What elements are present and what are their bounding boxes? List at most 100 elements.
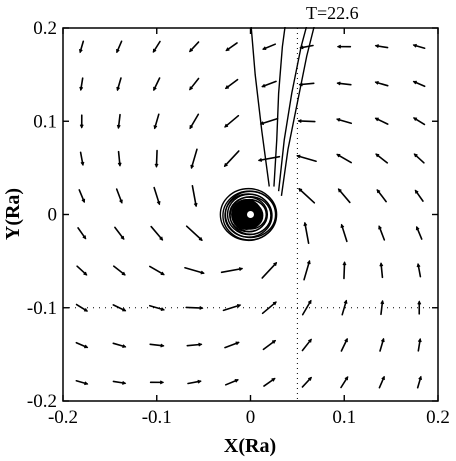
arrow-head xyxy=(378,225,382,230)
velocity-arrow xyxy=(304,222,310,245)
velocity-arrow xyxy=(117,113,121,129)
arrow-head xyxy=(262,46,267,51)
velocity-arrow xyxy=(261,301,277,315)
velocity-arrow xyxy=(341,300,348,316)
velocity-arrow xyxy=(417,338,421,352)
arrow-head xyxy=(83,271,88,276)
arrow-head xyxy=(415,226,420,231)
velocity-arrow xyxy=(299,44,314,49)
arrow-head xyxy=(122,307,127,312)
velocity-arrow xyxy=(153,113,160,129)
y-tick-label: 0 xyxy=(48,205,58,226)
velocity-arrow xyxy=(413,153,425,164)
arrow-head xyxy=(197,379,202,384)
velocity-arrow xyxy=(336,118,353,125)
dotted-guides xyxy=(63,28,438,401)
arrow-head xyxy=(160,307,165,311)
arrow-head xyxy=(198,342,203,347)
velocity-arrow xyxy=(155,149,158,168)
arrow-head xyxy=(152,48,157,53)
arrow-head xyxy=(159,236,164,241)
y-tick-label: -0.2 xyxy=(27,391,57,412)
arrow-head xyxy=(236,303,242,308)
arrow-head xyxy=(199,305,204,310)
arrow-head xyxy=(198,237,203,241)
velocity-arrow xyxy=(297,120,316,123)
arrow-head xyxy=(374,117,379,122)
y-tick-label: 0.1 xyxy=(33,111,57,132)
arrow-head xyxy=(414,189,419,194)
arrow-head xyxy=(200,270,205,275)
velocity-arrow xyxy=(343,261,346,280)
arrow-head xyxy=(117,162,122,167)
velocity-arrow xyxy=(225,78,239,90)
velocity-arrow xyxy=(261,262,278,279)
arrow-head xyxy=(84,381,89,386)
arrow-head xyxy=(337,188,342,193)
arrow-head xyxy=(374,80,379,85)
arrow-head xyxy=(84,344,89,349)
arrow-head xyxy=(342,261,347,266)
velocity-arrow xyxy=(116,40,123,53)
velocity-arrow xyxy=(77,227,87,240)
y-axis-label: Y(Ra) xyxy=(2,188,24,240)
velocity-arrow xyxy=(184,266,205,274)
arrow-head xyxy=(376,189,381,194)
arrow-head xyxy=(272,301,277,306)
arrow-head xyxy=(261,83,266,88)
x-tick-label: -0.2 xyxy=(48,407,78,428)
stream-line xyxy=(273,27,286,187)
arrow-head xyxy=(412,43,417,48)
velocity-arrow xyxy=(336,153,352,164)
velocity-arrow xyxy=(337,188,351,204)
arrow-head xyxy=(381,375,385,381)
arrow-head xyxy=(189,86,193,91)
velocity-arrow xyxy=(224,379,239,386)
velocity-arrow xyxy=(415,226,423,240)
x-axis-label: X(Ra) xyxy=(224,435,276,457)
arrow-head xyxy=(190,164,195,170)
y-tick-label: 0.2 xyxy=(33,18,57,39)
velocity-arrow xyxy=(380,262,384,279)
arrow-head xyxy=(121,271,126,276)
arrow-head xyxy=(308,338,312,343)
velocity-arrow xyxy=(148,304,165,311)
arrow-head xyxy=(303,221,308,227)
velocity-arrow xyxy=(260,117,279,125)
velocity-arrow xyxy=(378,225,386,241)
velocity-arrow xyxy=(189,113,200,129)
arrow-head xyxy=(379,262,384,267)
velocity-arrow xyxy=(414,189,424,202)
velocity-arrow xyxy=(375,44,389,49)
velocity-arrow xyxy=(75,303,88,312)
velocity-arrow xyxy=(112,342,127,348)
central-point xyxy=(247,211,254,218)
velocity-arrow xyxy=(224,114,240,128)
arrow-head xyxy=(413,117,418,121)
velocity-arrow xyxy=(336,82,352,86)
arrow-head xyxy=(307,299,312,304)
x-tick-label: 0 xyxy=(246,407,256,428)
velocity-arrow xyxy=(153,186,161,205)
arrow-head xyxy=(223,163,228,167)
arrow-head xyxy=(336,81,341,86)
velocity-arrow xyxy=(80,77,84,91)
arrow-head xyxy=(298,188,303,192)
y-tick-label: -0.1 xyxy=(27,298,57,319)
velocity-arrow xyxy=(112,380,126,385)
velocity-arrow xyxy=(379,338,385,352)
velocity-arrow xyxy=(76,265,88,276)
velocity-arrow xyxy=(417,263,422,278)
velocity-arrow xyxy=(185,225,203,241)
arrow-head xyxy=(160,271,165,276)
arrow-head xyxy=(417,338,422,343)
velocity-arrow xyxy=(115,188,123,204)
velocity-arrow xyxy=(79,151,84,166)
velocity-arrow xyxy=(191,184,197,207)
velocity-arrow xyxy=(149,343,165,347)
velocity-arrow xyxy=(225,42,238,52)
velocity-arrow xyxy=(189,41,200,53)
arrow-head xyxy=(193,202,198,208)
velocity-arrow xyxy=(378,376,385,389)
arrow-head xyxy=(273,262,278,266)
